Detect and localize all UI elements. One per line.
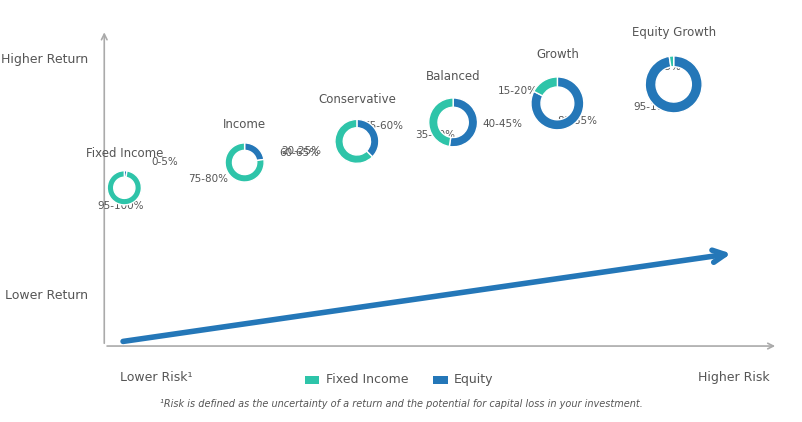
- Text: Growth: Growth: [536, 48, 579, 61]
- Wedge shape: [124, 170, 127, 177]
- Wedge shape: [669, 56, 674, 67]
- Text: Balanced: Balanced: [426, 70, 480, 83]
- Text: 40-45%: 40-45%: [483, 119, 523, 129]
- Wedge shape: [645, 56, 703, 113]
- Text: ¹Risk is defined as the uncertainty of a return and the potential for capital lo: ¹Risk is defined as the uncertainty of a…: [160, 399, 642, 409]
- Wedge shape: [531, 77, 584, 130]
- Text: Income: Income: [223, 118, 266, 131]
- Text: 75-80%: 75-80%: [188, 174, 229, 184]
- Wedge shape: [357, 119, 379, 157]
- Wedge shape: [225, 143, 264, 182]
- Text: 0-5%: 0-5%: [152, 157, 178, 167]
- Text: Lower Return: Lower Return: [6, 289, 88, 302]
- Wedge shape: [107, 170, 141, 205]
- Text: 80-85%: 80-85%: [557, 116, 597, 126]
- Text: Fixed Income: Fixed Income: [86, 147, 163, 160]
- Text: Higher Return: Higher Return: [1, 53, 88, 65]
- Wedge shape: [335, 119, 372, 163]
- Text: Conservative: Conservative: [318, 93, 396, 106]
- Wedge shape: [449, 98, 477, 147]
- Text: 60-65%: 60-65%: [279, 148, 319, 158]
- Text: 95-100%: 95-100%: [97, 201, 144, 211]
- Text: 20-25%: 20-25%: [281, 146, 321, 156]
- Wedge shape: [245, 143, 264, 161]
- Text: Lower Risk¹: Lower Risk¹: [120, 371, 192, 384]
- Text: Fixed Income: Fixed Income: [326, 373, 408, 386]
- Text: Equity: Equity: [454, 373, 493, 386]
- Text: 15-20%: 15-20%: [498, 86, 538, 95]
- Text: Higher Risk: Higher Risk: [699, 371, 770, 384]
- Wedge shape: [534, 77, 557, 96]
- Text: 95-100%: 95-100%: [634, 102, 680, 112]
- Text: 0-5%: 0-5%: [654, 62, 681, 72]
- Wedge shape: [429, 98, 453, 146]
- Text: 55-60%: 55-60%: [363, 121, 403, 131]
- Text: 35-40%: 35-40%: [415, 130, 455, 140]
- Text: Equity Growth: Equity Growth: [632, 26, 715, 38]
